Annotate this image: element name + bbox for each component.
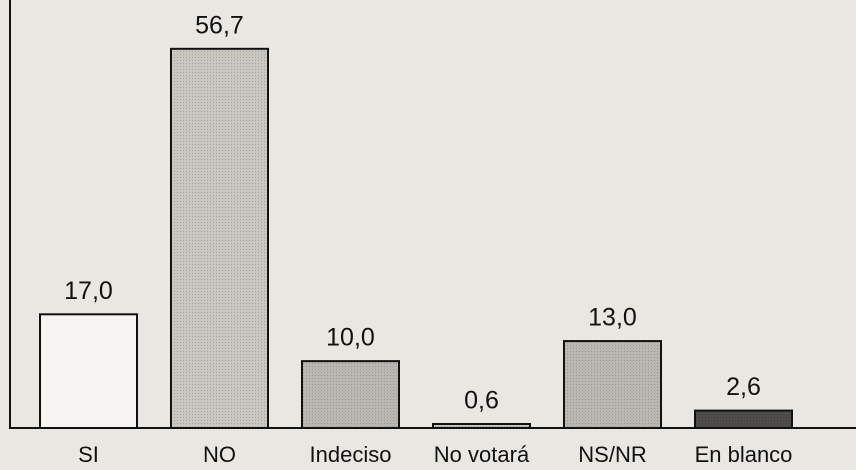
value-label: 2,6 bbox=[726, 373, 761, 401]
value-label: 13,0 bbox=[588, 304, 637, 332]
x-tick-label: Indeciso bbox=[310, 442, 392, 467]
bar-texture bbox=[434, 424, 529, 427]
x-tick-label: NO bbox=[203, 442, 236, 467]
value-label: 56,7 bbox=[195, 11, 244, 39]
bar-texture bbox=[172, 49, 267, 427]
bar-texture bbox=[565, 342, 660, 427]
bar-texture bbox=[303, 362, 398, 427]
x-tick-label: NS/NR bbox=[578, 442, 646, 467]
value-label: 17,0 bbox=[64, 277, 113, 305]
value-label: 0,6 bbox=[464, 387, 499, 415]
x-tick-label: En blanco bbox=[695, 442, 793, 467]
x-tick-label: No votará bbox=[434, 442, 530, 467]
x-tick-label: SI bbox=[78, 442, 99, 467]
bar bbox=[39, 313, 138, 429]
value-label: 10,0 bbox=[326, 324, 375, 352]
bar-texture bbox=[696, 411, 791, 427]
